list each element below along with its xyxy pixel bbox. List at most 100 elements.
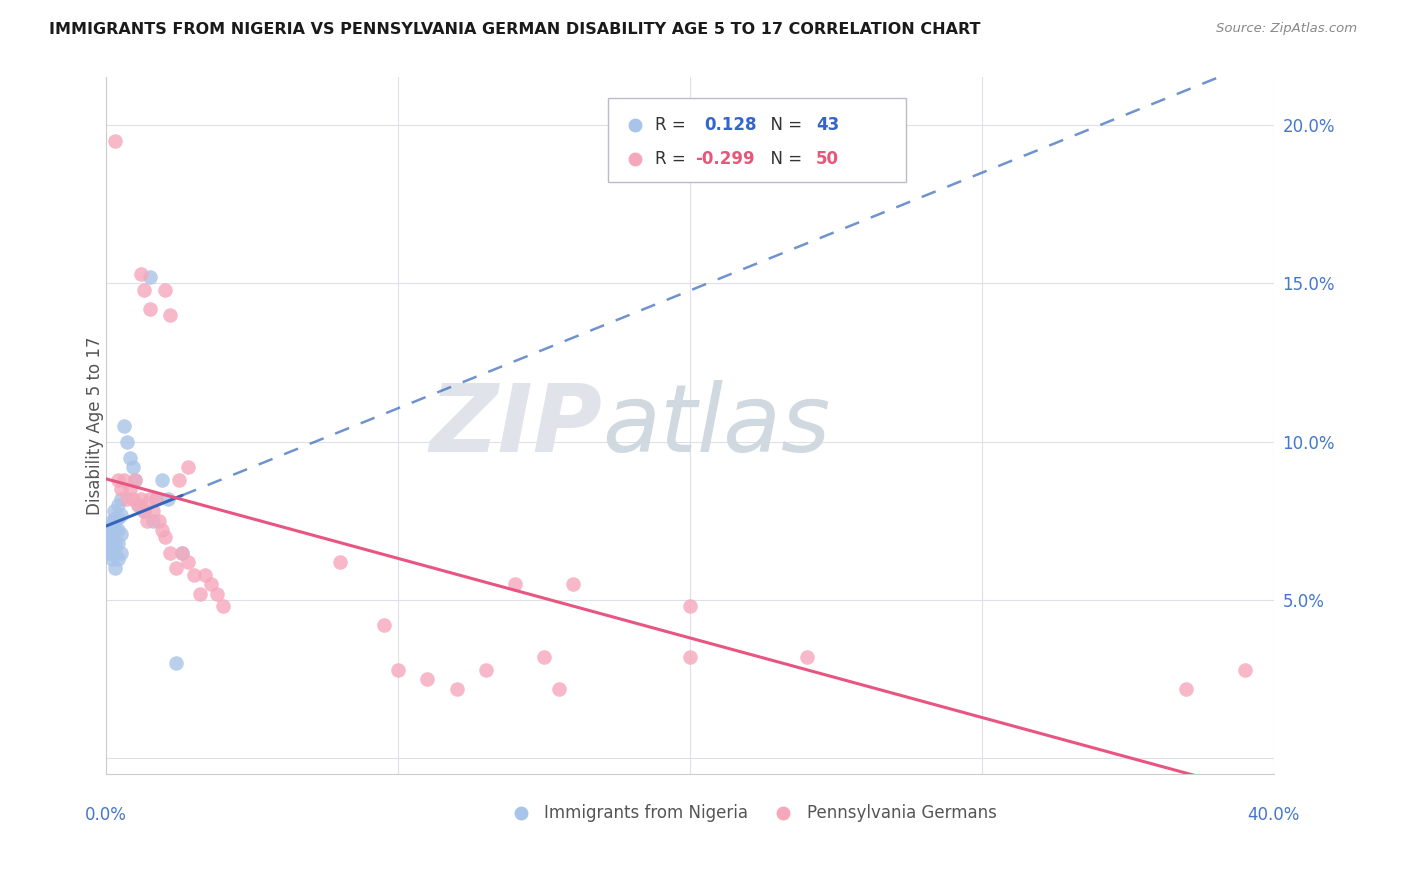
Point: [107, 473, 129, 487]
Point: [121, 460, 143, 475]
Point: [124, 473, 146, 487]
Text: atlas: atlas: [603, 380, 831, 471]
Point: [139, 301, 162, 316]
Point: [115, 434, 138, 449]
Point: [150, 473, 173, 487]
Point: [1233, 663, 1256, 677]
Point: [533, 650, 555, 665]
Point: [107, 510, 129, 524]
Point: [101, 514, 124, 528]
Point: [679, 599, 702, 614]
Point: [796, 650, 818, 665]
Point: [97, 530, 120, 544]
Point: [107, 524, 129, 538]
Point: [112, 473, 135, 487]
Point: [167, 473, 190, 487]
Point: [200, 577, 222, 591]
Point: [129, 491, 152, 506]
Point: [134, 504, 156, 518]
Point: [159, 545, 181, 559]
Point: [118, 482, 141, 496]
Point: [142, 504, 165, 518]
Point: [124, 473, 146, 487]
Point: [115, 491, 138, 506]
Point: [97, 524, 120, 538]
Point: [139, 491, 162, 506]
Point: [142, 514, 165, 528]
Text: -0.299: -0.299: [695, 151, 755, 169]
Point: [104, 536, 127, 550]
Point: [373, 618, 395, 632]
Point: [1175, 681, 1198, 696]
Point: [107, 552, 129, 566]
Text: 50: 50: [817, 151, 839, 169]
Point: [145, 491, 167, 506]
Point: [134, 504, 156, 518]
Point: [172, 545, 194, 559]
Point: [100, 536, 122, 550]
Point: [474, 663, 496, 677]
Point: [156, 491, 179, 506]
Text: 0.128: 0.128: [704, 116, 756, 134]
FancyBboxPatch shape: [609, 98, 905, 182]
Text: ZIP: ZIP: [430, 380, 603, 472]
Text: Pennsylvania Germans: Pennsylvania Germans: [807, 804, 997, 822]
Point: [129, 267, 152, 281]
Point: [177, 460, 200, 475]
Text: N =: N =: [761, 151, 807, 169]
Point: [100, 545, 122, 559]
Point: [165, 657, 187, 671]
Point: [104, 134, 127, 148]
Point: [110, 508, 132, 522]
Point: [110, 545, 132, 559]
Point: [127, 498, 149, 512]
Point: [172, 545, 194, 559]
Point: [110, 482, 132, 496]
Point: [110, 491, 132, 506]
Point: [101, 539, 124, 553]
Point: [118, 450, 141, 465]
Point: [107, 536, 129, 550]
Point: [150, 524, 173, 538]
Point: [98, 536, 121, 550]
Point: [165, 561, 187, 575]
Text: 0.0%: 0.0%: [86, 806, 127, 824]
Point: [562, 577, 585, 591]
Point: [101, 524, 124, 538]
Text: R =: R =: [655, 116, 696, 134]
Point: [127, 498, 149, 512]
Y-axis label: Disability Age 5 to 17: Disability Age 5 to 17: [86, 336, 104, 515]
Point: [104, 510, 127, 524]
Text: 40.0%: 40.0%: [1247, 806, 1301, 824]
Point: [110, 526, 132, 541]
Point: [329, 555, 352, 569]
Point: [153, 530, 176, 544]
Point: [104, 524, 127, 538]
Point: [503, 577, 526, 591]
Point: [104, 561, 127, 575]
Point: [112, 418, 135, 433]
Point: [145, 491, 167, 506]
Point: [446, 681, 468, 696]
Text: Source: ZipAtlas.com: Source: ZipAtlas.com: [1216, 22, 1357, 36]
Point: [547, 681, 569, 696]
Text: 43: 43: [817, 116, 839, 134]
Point: [205, 587, 228, 601]
Text: R =: R =: [655, 151, 692, 169]
Point: [387, 663, 409, 677]
Point: [194, 567, 217, 582]
Point: [101, 552, 124, 566]
Point: [188, 587, 211, 601]
Point: [153, 283, 176, 297]
Point: [212, 599, 235, 614]
Point: [148, 514, 170, 528]
Point: [679, 650, 702, 665]
Point: [136, 514, 159, 528]
Text: IMMIGRANTS FROM NIGERIA VS PENNSYLVANIA GERMAN DISABILITY AGE 5 TO 17 CORRELATIO: IMMIGRANTS FROM NIGERIA VS PENNSYLVANIA …: [49, 22, 981, 37]
Point: [104, 514, 127, 528]
Point: [98, 545, 121, 559]
Point: [98, 524, 121, 538]
Text: Immigrants from Nigeria: Immigrants from Nigeria: [544, 804, 748, 822]
Point: [104, 545, 127, 559]
Point: [107, 498, 129, 512]
